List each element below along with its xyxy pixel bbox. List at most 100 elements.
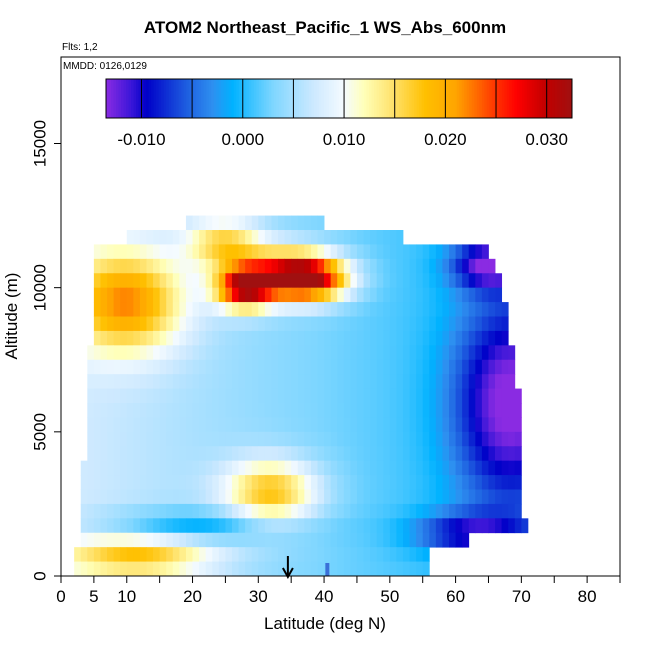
curtain-cell bbox=[468, 316, 476, 332]
curtain-cell bbox=[324, 489, 332, 505]
curtain-cell bbox=[100, 273, 108, 289]
curtain-cell bbox=[245, 460, 253, 476]
colorbar-segment bbox=[509, 79, 513, 118]
curtain-cell bbox=[153, 359, 161, 375]
curtain-cell bbox=[468, 302, 476, 317]
curtain-cell bbox=[284, 547, 292, 562]
curtain-cell bbox=[435, 475, 443, 490]
curtain-cell bbox=[159, 431, 167, 447]
curtain-cell bbox=[251, 345, 259, 361]
colorbar-segment bbox=[521, 79, 525, 118]
curtain-cell bbox=[416, 547, 424, 562]
curtain-cell bbox=[153, 244, 161, 260]
curtain-cell bbox=[396, 273, 404, 289]
curtain-cell bbox=[139, 330, 147, 346]
curtain-cell bbox=[225, 475, 233, 490]
curtain-cell bbox=[435, 446, 443, 462]
curtain-cell bbox=[435, 417, 443, 433]
curtain-cell bbox=[304, 345, 312, 361]
curtain-cell bbox=[126, 489, 134, 505]
curtain-cell bbox=[100, 316, 108, 332]
curtain-cell bbox=[389, 244, 397, 260]
curtain-cell bbox=[126, 561, 134, 577]
curtain-cell bbox=[330, 345, 338, 361]
curtain-cell bbox=[416, 446, 424, 462]
colorbar-segment bbox=[369, 79, 373, 118]
colorbar-segment bbox=[499, 79, 503, 118]
curtain-cell bbox=[199, 475, 207, 490]
curtain-cell bbox=[100, 561, 108, 577]
curtain-cell bbox=[192, 215, 200, 231]
curtain-cell bbox=[396, 258, 404, 274]
curtain-cell bbox=[146, 503, 154, 519]
curtain-cell bbox=[87, 532, 95, 548]
curtain-cell bbox=[218, 417, 226, 433]
curtain-cell bbox=[284, 316, 292, 332]
curtain-cell bbox=[488, 374, 496, 389]
curtain-cell bbox=[258, 431, 266, 447]
curtain-cell bbox=[120, 244, 128, 260]
curtain-cell bbox=[192, 359, 200, 375]
curtain-cell bbox=[133, 244, 141, 260]
curtain-cell bbox=[488, 273, 496, 289]
colorbar-segment bbox=[196, 79, 200, 118]
curtain-cell bbox=[120, 330, 128, 346]
curtain-cell bbox=[455, 431, 463, 447]
colorbar-segment bbox=[569, 79, 573, 118]
curtain-cell bbox=[310, 388, 318, 404]
curtain-cell bbox=[324, 316, 332, 332]
curtain-cell bbox=[343, 532, 351, 548]
curtain-cell bbox=[218, 475, 226, 490]
latitude-marker-arrow-head bbox=[282, 567, 294, 580]
curtain-cell bbox=[304, 518, 312, 534]
colorbar-segment bbox=[128, 79, 132, 118]
curtain-cell bbox=[330, 316, 338, 332]
curtain-cell bbox=[449, 518, 456, 534]
curtain-cell bbox=[100, 503, 108, 519]
plot-frame bbox=[60, 56, 621, 577]
curtain-cell bbox=[363, 287, 371, 303]
curtain-cell bbox=[442, 532, 450, 548]
curtain-cell bbox=[416, 518, 424, 534]
curtain-cell bbox=[429, 403, 437, 418]
curtain-cell bbox=[284, 215, 292, 231]
curtain-cell bbox=[449, 532, 456, 548]
curtain-cell bbox=[238, 417, 246, 433]
curtain-cell bbox=[304, 388, 312, 404]
curtain-cell bbox=[218, 359, 226, 375]
curtain-cell bbox=[416, 475, 424, 490]
curtain-cell bbox=[330, 273, 338, 289]
curtain-cell bbox=[159, 561, 167, 577]
curtain-cell bbox=[356, 518, 364, 534]
curtain-cell bbox=[370, 359, 378, 375]
curtain-cell bbox=[416, 561, 424, 577]
curtain-cell bbox=[343, 359, 351, 375]
curtain-cell bbox=[120, 345, 128, 361]
colorbar-segment bbox=[514, 79, 518, 118]
curtain-cell bbox=[179, 561, 187, 577]
curtain-cell bbox=[422, 446, 430, 462]
curtain-cell bbox=[343, 460, 351, 476]
curtain-cell bbox=[475, 359, 483, 375]
curtain-cell bbox=[205, 518, 213, 534]
curtain-cell bbox=[291, 561, 299, 577]
curtain-cell bbox=[291, 302, 299, 317]
curtain-cell bbox=[291, 417, 299, 433]
curtain-cell bbox=[238, 215, 246, 231]
curtain-cell bbox=[481, 374, 489, 389]
curtain-cell bbox=[324, 547, 332, 562]
curtain-cell bbox=[350, 547, 358, 562]
curtain-cell bbox=[435, 388, 443, 404]
curtain-cell bbox=[370, 403, 378, 418]
curtain-cell bbox=[251, 359, 259, 375]
curtain-cell bbox=[251, 388, 259, 404]
curtain-cell bbox=[107, 489, 115, 505]
curtain-cell bbox=[120, 273, 128, 289]
curtain-cell bbox=[166, 302, 174, 317]
curtain-cell bbox=[488, 359, 496, 375]
curtain-cell bbox=[297, 345, 305, 361]
curtain-cell bbox=[356, 532, 364, 548]
curtain-cell bbox=[514, 518, 522, 534]
curtain-cell bbox=[153, 431, 161, 447]
curtain-cell bbox=[172, 388, 180, 404]
